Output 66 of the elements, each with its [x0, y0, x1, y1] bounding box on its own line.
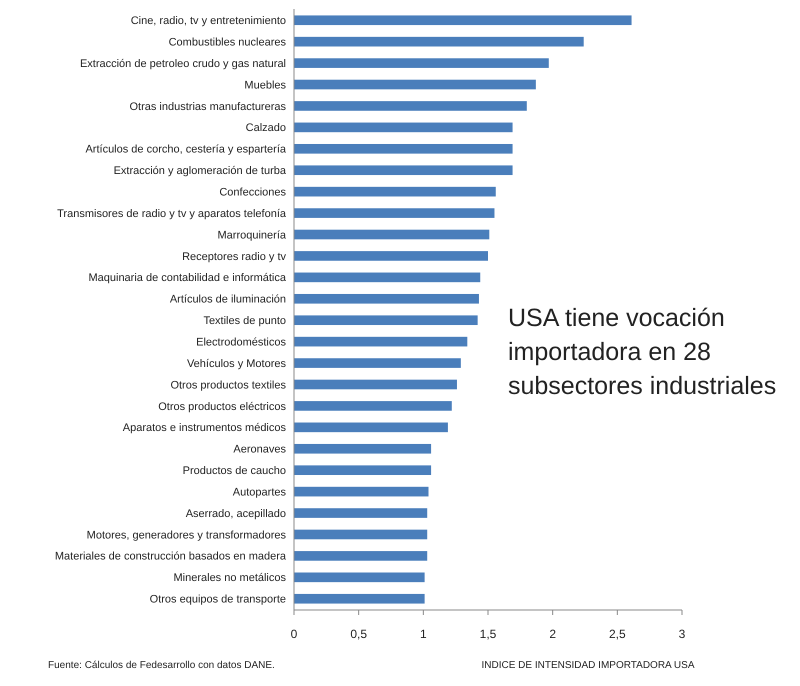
x-tick-label: 1,5 — [480, 627, 497, 641]
x-tick-label: 1 — [420, 627, 427, 641]
bar — [294, 101, 527, 111]
y-tick-label: Transmisores de radio y tv y aparatos telefonía — [57, 208, 287, 220]
bar — [294, 80, 536, 90]
y-tick-label: Otros equipos de transporte — [150, 594, 286, 606]
bar — [294, 508, 428, 518]
bar — [294, 380, 457, 390]
y-tick-label: Otros productos eléctricos — [158, 400, 286, 413]
bar — [294, 251, 488, 261]
bar — [294, 315, 478, 326]
bar — [294, 422, 448, 432]
y-tick-label: Artículos de iluminación — [170, 294, 286, 306]
y-tick-label: Muebles — [244, 79, 286, 92]
x-tick-label: 0,5 — [350, 627, 368, 641]
y-tick-label: Otras industrias manufactureras — [129, 100, 286, 113]
y-tick-label: Aserrado, acepillado — [186, 508, 286, 520]
x-tick-label: 0 — [290, 627, 298, 641]
y-tick-label: Aparatos e instrumentos médicos — [122, 422, 286, 434]
y-tick-label: Minerales no metálicos — [174, 572, 286, 584]
bar — [294, 551, 428, 561]
bar — [294, 294, 479, 304]
bar — [294, 444, 432, 454]
bar — [294, 530, 428, 540]
bar — [294, 208, 494, 218]
annotation: USA tiene vocación importadora en 28 subsectores industriales — [508, 304, 776, 400]
bar — [294, 594, 425, 604]
y-tick-label: Confecciones — [219, 186, 286, 199]
bar — [294, 465, 432, 476]
y-tick-label: Maquinaria de contabilidad e informática — [88, 272, 287, 284]
y-tick-label: Electrodomésticos — [196, 336, 286, 348]
x-tick-label: 3 — [678, 627, 686, 641]
bar — [294, 572, 425, 582]
bar — [294, 165, 513, 176]
bar — [294, 58, 549, 68]
y-tick-label: Calzado — [246, 122, 286, 134]
bar — [294, 15, 632, 26]
bar — [294, 336, 468, 346]
y-tick-label: Otros productos textiles — [170, 379, 286, 392]
y-tick-label: Motores, generadores y transformadores — [86, 529, 286, 542]
y-tick-label: Artículos de corcho, cestería y espartería — [85, 144, 287, 156]
x-axis-title: INDICE DE INTENSIDAD IMPORTADORA USA — [482, 660, 695, 671]
bar — [294, 122, 513, 132]
y-tick-label: Extracción de petroleo crudo y gas natural — [80, 58, 286, 70]
y-tick-label: Combustibles nucleares — [168, 36, 286, 49]
y-tick-label: Cine, radio, tv y entretenimiento — [130, 15, 286, 28]
bar — [294, 186, 496, 196]
bar — [294, 230, 490, 240]
bar — [294, 486, 429, 496]
source-note: Fuente: Cálculos de Fedesarrollo con datos DANE. — [48, 660, 275, 671]
y-tick-label: Productos de caucho — [182, 465, 286, 478]
bar — [294, 272, 480, 282]
bar — [294, 401, 452, 411]
y-tick-label: Marroquinería — [218, 229, 287, 242]
y-tick-label: Extracción y aglomeración de turba — [114, 165, 287, 178]
x-tick-label: 2,5 — [608, 627, 626, 641]
y-tick-label: Textiles de punto — [203, 315, 286, 328]
bar — [294, 36, 584, 46]
y-tick-label: Vehículos y Motores — [186, 358, 286, 370]
y-tick-label: Autopartes — [232, 486, 286, 498]
bar — [294, 144, 513, 154]
y-tick-label: Materiales de construcción basados en madera — [54, 550, 287, 563]
bar — [294, 358, 461, 368]
y-tick-label: Aeronaves — [233, 444, 286, 456]
y-tick-label: Receptores radio y tv — [182, 250, 286, 263]
x-tick-label: 2 — [549, 627, 556, 641]
